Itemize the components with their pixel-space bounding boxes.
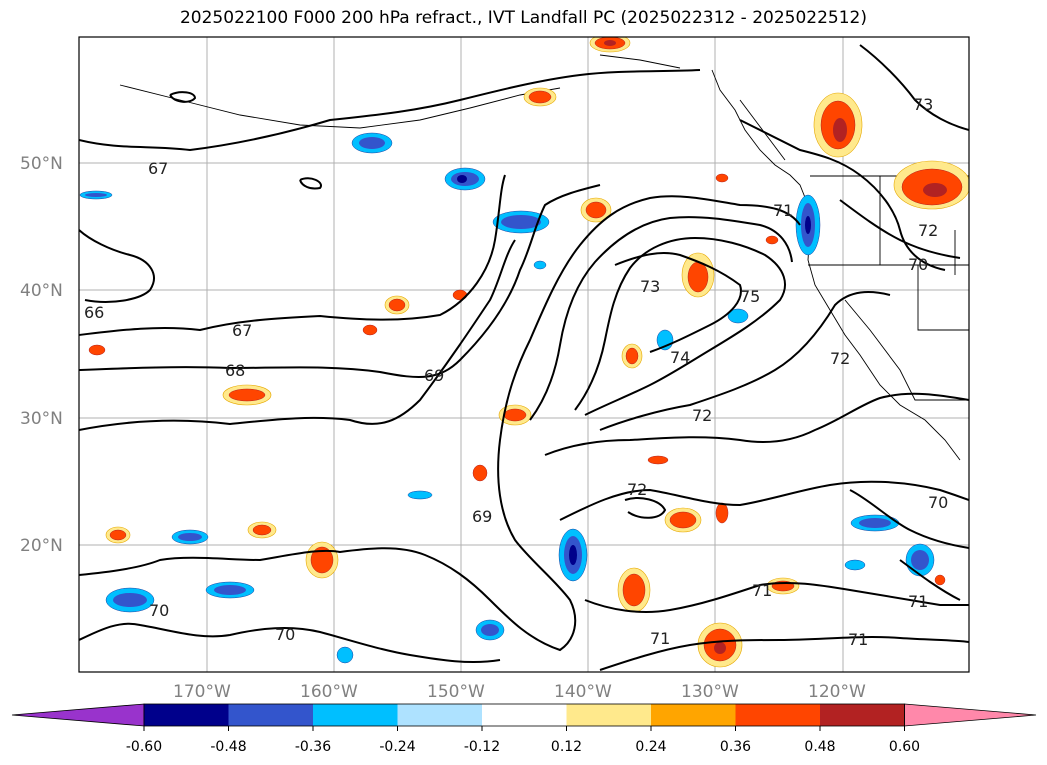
contour-label: 73 xyxy=(640,277,660,296)
colorbar-segment xyxy=(482,704,567,726)
colorbar-extend-high xyxy=(904,703,1037,727)
lon-label: 140°W xyxy=(554,682,612,702)
contour-label: 72 xyxy=(918,221,938,240)
lon-label: 120°W xyxy=(808,682,866,702)
contour-label: 66 xyxy=(84,303,104,322)
map-frame xyxy=(78,36,970,673)
colorbar-tick: 0.24 xyxy=(635,739,666,755)
colorbar-segment xyxy=(228,704,313,726)
contour-label: 68 xyxy=(225,361,245,380)
colorbar-segment xyxy=(651,704,736,726)
contour-label: 70 xyxy=(149,601,169,620)
colorbar-tick: 0.36 xyxy=(720,739,751,755)
colorbar-tick: -0.48 xyxy=(210,739,246,755)
contour-label: 70 xyxy=(275,625,295,644)
lat-label: 30°N xyxy=(20,409,63,429)
colorbar-segment xyxy=(144,704,229,726)
colorbar-segment xyxy=(397,704,482,726)
lon-label: 130°W xyxy=(681,682,739,702)
colorbar-segment xyxy=(735,704,820,726)
contour-label: 72 xyxy=(692,406,712,425)
coastlines xyxy=(119,54,969,461)
contour-label: 67 xyxy=(232,321,252,340)
contour-label: 70 xyxy=(928,493,948,512)
colorbar-segment xyxy=(313,704,398,726)
contour-label: 70 xyxy=(908,255,928,274)
contour-label: 69 xyxy=(424,366,444,385)
contour-label: 71 xyxy=(848,630,868,649)
colorbar: -0.60 -0.48 -0.36 -0.24 -0.12 0.12 0.24 … xyxy=(11,703,1037,755)
contour-label: 71 xyxy=(650,629,670,648)
lon-label: 150°W xyxy=(427,682,485,702)
contour-label: 73 xyxy=(913,95,933,114)
map-content: 67 67 68 69 69 70 70 70 71 71 71 71 71 7… xyxy=(79,37,969,672)
colorbar-tick: -0.12 xyxy=(464,739,500,755)
lat-label: 40°N xyxy=(20,281,63,301)
lon-label: 160°W xyxy=(300,682,358,702)
colorbar-tick: -0.24 xyxy=(379,739,415,755)
map-title: 2025022100 F000 200 hPa refract., IVT La… xyxy=(179,8,867,28)
refractivity-contours xyxy=(79,44,969,671)
contour-label: 67 xyxy=(148,159,168,178)
colorbar-tick: 0.48 xyxy=(804,739,835,755)
colorbar-segment xyxy=(820,704,905,726)
lat-label: 50°N xyxy=(20,154,63,174)
colorbar-tick: -0.60 xyxy=(126,739,162,755)
colorbar-segment xyxy=(566,704,651,726)
lon-label: 170°W xyxy=(173,682,231,702)
colorbar-tick: -0.36 xyxy=(295,739,331,755)
contour-label: 71 xyxy=(773,201,793,220)
colorbar-tick: 0.12 xyxy=(551,739,582,755)
contour-label: 69 xyxy=(472,507,492,526)
negative-anomaly-patches xyxy=(79,132,935,664)
latitude-labels: 50°N 40°N 30°N 20°N xyxy=(20,154,63,556)
contour-label: 74 xyxy=(670,348,690,367)
contour-label: 72 xyxy=(830,349,850,368)
colorbar-tick: 0.60 xyxy=(889,739,920,755)
contour-label: 71 xyxy=(752,581,772,600)
contour-label: 75 xyxy=(740,287,760,306)
contour-label: 72 xyxy=(627,480,647,499)
longitude-labels: 170°W 160°W 150°W 140°W 130°W 120°W xyxy=(173,682,866,702)
contour-label: 71 xyxy=(908,592,928,611)
contour-labels: 67 67 68 69 69 70 70 70 71 71 71 71 71 7… xyxy=(84,95,948,649)
lat-label: 20°N xyxy=(20,536,63,556)
colorbar-extend-low xyxy=(11,703,145,727)
